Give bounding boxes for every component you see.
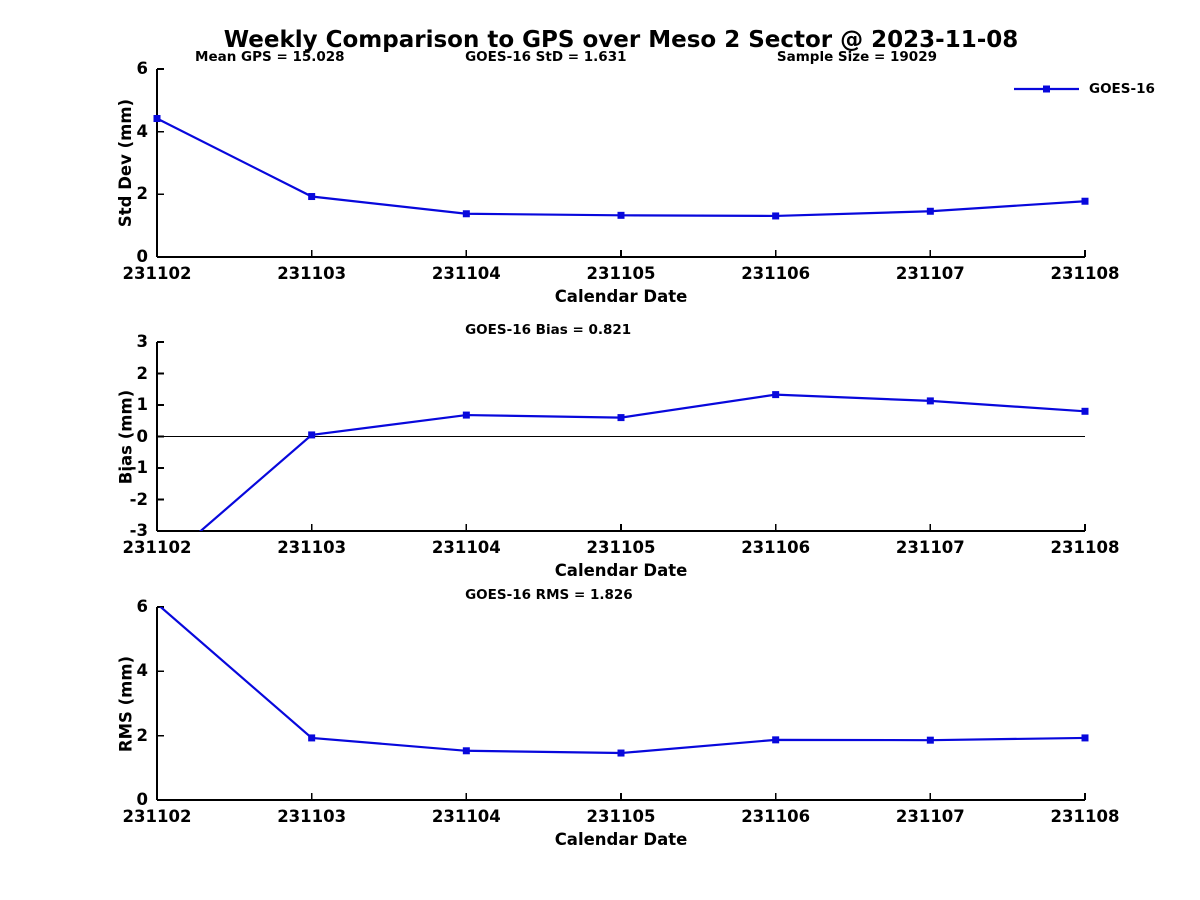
data-point-marker: [308, 734, 316, 742]
x-tick-label: 231106: [741, 807, 811, 826]
y-tick-label: 4: [136, 121, 148, 141]
x-tick-label: 231104: [431, 538, 501, 557]
data-point-marker: [926, 736, 934, 744]
x-tick-label: 231103: [277, 807, 347, 826]
data-point-marker: [617, 414, 625, 422]
plot-area-bias: [156, 341, 1089, 532]
x-tick-label: 231108: [1050, 807, 1120, 826]
legend: GOES-16: [1012, 81, 1155, 97]
data-point-marker: [617, 211, 625, 219]
data-point-marker: [772, 391, 780, 399]
legend-entry-label: GOES-16: [1089, 81, 1155, 97]
plot-area-rms: [156, 606, 1089, 801]
stat-annotation: GOES-16 StD = 1.631: [465, 49, 627, 65]
data-point-marker: [462, 747, 470, 755]
data-point-marker: [772, 212, 780, 220]
x-tick-label: 231108: [1050, 264, 1120, 283]
x-tick-label: 231102: [122, 538, 192, 557]
y-tick-label: 6: [136, 59, 148, 78]
y-axis-label-std-dev: Std Dev (mm): [116, 98, 135, 228]
data-point-marker: [617, 749, 625, 757]
x-tick-label: 231104: [431, 807, 501, 826]
data-point-marker: [926, 397, 934, 405]
x-tick-label: 231107: [895, 538, 965, 557]
data-point-marker: [308, 431, 316, 439]
y-tick-label: -1: [129, 458, 148, 477]
y-tick-label: 6: [136, 597, 148, 616]
data-point-marker: [1081, 407, 1089, 415]
x-tick-label: 231106: [741, 264, 811, 283]
x-tick-label: 231107: [895, 264, 965, 283]
x-tick-label: 231103: [277, 264, 347, 283]
data-point-marker: [772, 736, 780, 744]
y-tick-label: 3: [136, 332, 148, 351]
data-point-marker: [308, 193, 316, 201]
stat-annotation: GOES-16 Bias = 0.821: [465, 322, 632, 338]
x-tick-label: 231102: [122, 264, 192, 283]
data-point-marker: [1081, 197, 1089, 205]
x-tick-label: 231107: [895, 807, 965, 826]
x-tick-label: 231102: [122, 807, 192, 826]
data-point-marker: [926, 207, 934, 215]
x-tick-label: 231105: [586, 264, 656, 283]
y-tick-label: 0: [136, 426, 148, 446]
x-tick-label: 231103: [277, 538, 347, 557]
x-tick-label: 231108: [1050, 538, 1120, 557]
plot-area-std-dev: [153, 68, 1089, 258]
x-tick-label: 231104: [431, 264, 501, 283]
stat-annotation: Mean GPS = 15.028: [195, 49, 345, 65]
y-tick-label: 0: [136, 790, 148, 809]
x-axis-label-rms: Calendar Date: [554, 830, 688, 849]
stat-annotation: Sample Size = 19029: [776, 49, 937, 65]
series-line-GOES-16: [157, 117, 1085, 218]
stat-annotation: GOES-16 RMS = 1.826: [465, 587, 633, 603]
y-tick-label: 1: [136, 395, 148, 414]
y-tick-label: -2: [129, 489, 148, 509]
figure-title: Weekly Comparison to GPS over Meso 2 Sec…: [223, 27, 1019, 53]
data-point-marker: [462, 210, 470, 218]
x-axis-label-bias: Calendar Date: [554, 561, 688, 580]
y-tick-label: 2: [136, 725, 148, 745]
series-line-GOES-16: [159, 607, 1085, 755]
y-tick-label: 2: [136, 184, 148, 204]
y-tick-label: 4: [136, 661, 148, 681]
y-tick-label: 0: [136, 247, 148, 266]
y-axis-label-rms: RMS (mm): [116, 655, 135, 752]
legend-line-marker-icon: [1014, 85, 1079, 93]
data-point-marker: [153, 115, 161, 123]
x-tick-label: 231106: [741, 538, 811, 557]
data-point-marker: [1081, 734, 1089, 742]
x-tick-label: 231105: [586, 807, 656, 826]
y-tick-label: -3: [129, 521, 148, 540]
x-axis-label-std-dev: Calendar Date: [554, 287, 688, 306]
y-tick-label: 2: [136, 363, 148, 383]
data-point-marker: [462, 411, 470, 419]
x-tick-label: 231105: [586, 538, 656, 557]
